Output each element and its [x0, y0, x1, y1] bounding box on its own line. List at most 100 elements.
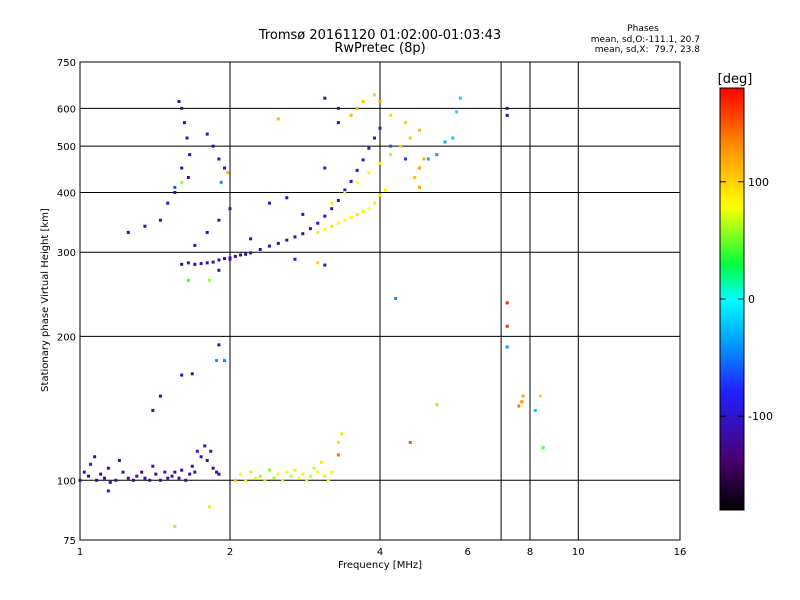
y-tick-label: 400 [57, 188, 76, 199]
y-tick-labels: 75 100 200 300 400 500 600 750 [57, 58, 76, 547]
data-point [233, 254, 237, 258]
data-point [383, 188, 387, 192]
data-point [186, 261, 190, 265]
data-point [93, 455, 97, 459]
data-point [417, 185, 421, 189]
data-point [182, 121, 186, 125]
data-point [373, 136, 377, 140]
data-point [378, 100, 382, 104]
chart-title: Tromsø 20161120 01:02:00-01:03:43 [258, 28, 501, 43]
data-point [239, 472, 243, 476]
data-point [180, 166, 184, 170]
data-point [217, 218, 221, 222]
data-point [180, 373, 184, 377]
data-point [336, 198, 340, 202]
data-point [126, 230, 130, 234]
x-tick-labels: 1 2 4 6 8 10 16 [77, 547, 687, 558]
data-point [208, 505, 212, 509]
data-point [180, 262, 184, 266]
data-point [199, 262, 203, 266]
phases-heading: Phases [627, 24, 659, 34]
data-point [361, 100, 365, 104]
data-point [361, 210, 365, 214]
data-point [394, 297, 398, 301]
data-point [219, 180, 223, 184]
data-point [211, 144, 215, 148]
data-point [323, 263, 327, 267]
data-point [215, 359, 219, 363]
data-point [408, 440, 412, 444]
data-point [249, 470, 253, 474]
data-point [349, 179, 353, 183]
y-tick-label: 75 [63, 536, 76, 547]
data-points [78, 93, 545, 529]
data-point [426, 157, 430, 161]
data-point [263, 478, 267, 482]
data-point [349, 215, 353, 219]
data-point [249, 237, 253, 241]
data-point [276, 472, 280, 476]
data-point [154, 472, 158, 476]
data-point [285, 470, 289, 474]
data-point [326, 478, 330, 482]
x-tick-label: 8 [527, 547, 533, 558]
data-point [158, 218, 162, 222]
data-point [422, 157, 426, 161]
x-tick-label: 4 [377, 547, 383, 558]
x-tick-label: 6 [465, 547, 471, 558]
data-point [355, 106, 359, 110]
y-axis-label: Stationary phase Virtual Height [km] [40, 208, 51, 392]
data-point [177, 476, 181, 480]
data-point [103, 476, 107, 480]
x-tick-label: 2 [227, 547, 233, 558]
data-point [455, 110, 459, 114]
data-point [173, 190, 177, 194]
data-point [267, 244, 271, 248]
data-point [140, 470, 144, 474]
data-point [458, 96, 462, 100]
data-point [158, 394, 162, 398]
data-point [177, 100, 181, 104]
data-point [106, 466, 110, 470]
data-point [355, 168, 359, 172]
colorbar-label: [deg] [718, 72, 753, 87]
data-point [505, 301, 509, 305]
data-point [373, 93, 377, 97]
data-point [323, 474, 327, 478]
data-point [211, 466, 215, 470]
data-point [308, 227, 312, 231]
y-tick-label: 300 [57, 248, 76, 259]
data-point [336, 453, 340, 457]
data-point [217, 268, 221, 272]
data-point [408, 136, 412, 140]
data-point [121, 470, 125, 474]
data-point [389, 153, 393, 157]
data-point [258, 247, 262, 251]
data-point [316, 470, 320, 474]
data-point [151, 408, 155, 412]
data-point [276, 241, 280, 245]
data-point [223, 166, 227, 170]
data-point [361, 158, 365, 162]
data-point [289, 474, 293, 478]
data-point [389, 144, 393, 148]
data-point [517, 404, 521, 408]
data-point [205, 261, 209, 265]
data-point [151, 464, 155, 468]
data-point [244, 478, 248, 482]
data-point [316, 221, 320, 225]
data-point [173, 525, 177, 529]
data-point [285, 238, 289, 242]
data-point [217, 472, 221, 476]
data-point [343, 188, 347, 192]
data-point [301, 212, 305, 216]
data-point [249, 251, 253, 255]
data-point [373, 201, 377, 205]
data-point [340, 432, 344, 436]
data-point [186, 278, 190, 282]
data-point [215, 470, 219, 474]
x-axis-label: Frequency [MHz] [338, 560, 422, 571]
data-point [180, 180, 184, 184]
data-point [185, 136, 189, 140]
